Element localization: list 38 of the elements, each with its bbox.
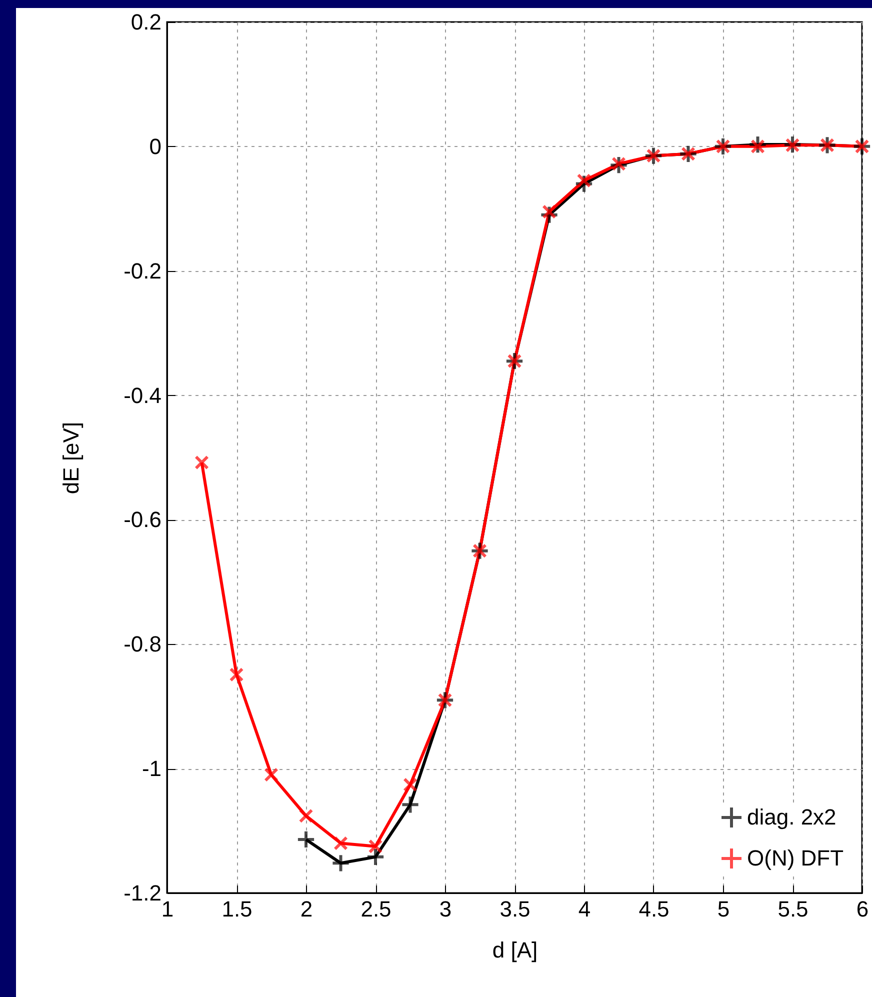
- x-tick-label: 2.5: [360, 896, 392, 922]
- y-tick-label: 0: [149, 134, 162, 159]
- legend-label: O(N) DFT: [747, 846, 844, 870]
- y-tick-label: 0.2: [130, 10, 162, 34]
- y-tick-label: -0.8: [124, 632, 162, 657]
- y-tick-label: -0.4: [124, 382, 162, 408]
- y-tick-label: -0.2: [124, 258, 162, 284]
- point: [403, 778, 418, 792]
- point: [264, 768, 278, 782]
- point: [229, 667, 244, 682]
- point: [296, 830, 316, 850]
- x-tick-label: 4.5: [638, 896, 670, 922]
- x-axis-title: d [A]: [492, 938, 538, 962]
- point: [400, 795, 420, 814]
- x-tick-label: 3.5: [500, 896, 530, 922]
- y-tick-label: -0.6: [124, 507, 162, 532]
- x-tick-label: 5.5: [778, 896, 808, 922]
- x-tick-label: 3: [439, 896, 452, 922]
- point: [331, 854, 350, 873]
- y-axis-title: dE [eV]: [58, 422, 84, 494]
- point: [366, 847, 386, 866]
- point: [298, 808, 314, 824]
- y-tick-label: -1.2: [124, 880, 162, 906]
- point: [612, 156, 626, 172]
- legend-label: diag. 2x2: [747, 804, 836, 830]
- x-tick-label: 1.5: [222, 896, 252, 922]
- point: [334, 836, 348, 850]
- x-tick-label: 2: [300, 896, 313, 922]
- point: [368, 839, 383, 854]
- point: [750, 139, 765, 154]
- x-tick-label: 6: [856, 896, 869, 922]
- x-tick-label: 5: [717, 896, 730, 922]
- x-tick-label: 1: [161, 896, 174, 922]
- point: [194, 455, 209, 470]
- x-tick-label: 4: [578, 896, 591, 922]
- point: [576, 173, 592, 188]
- point: [542, 204, 556, 219]
- y-tick-label: -1: [142, 756, 162, 782]
